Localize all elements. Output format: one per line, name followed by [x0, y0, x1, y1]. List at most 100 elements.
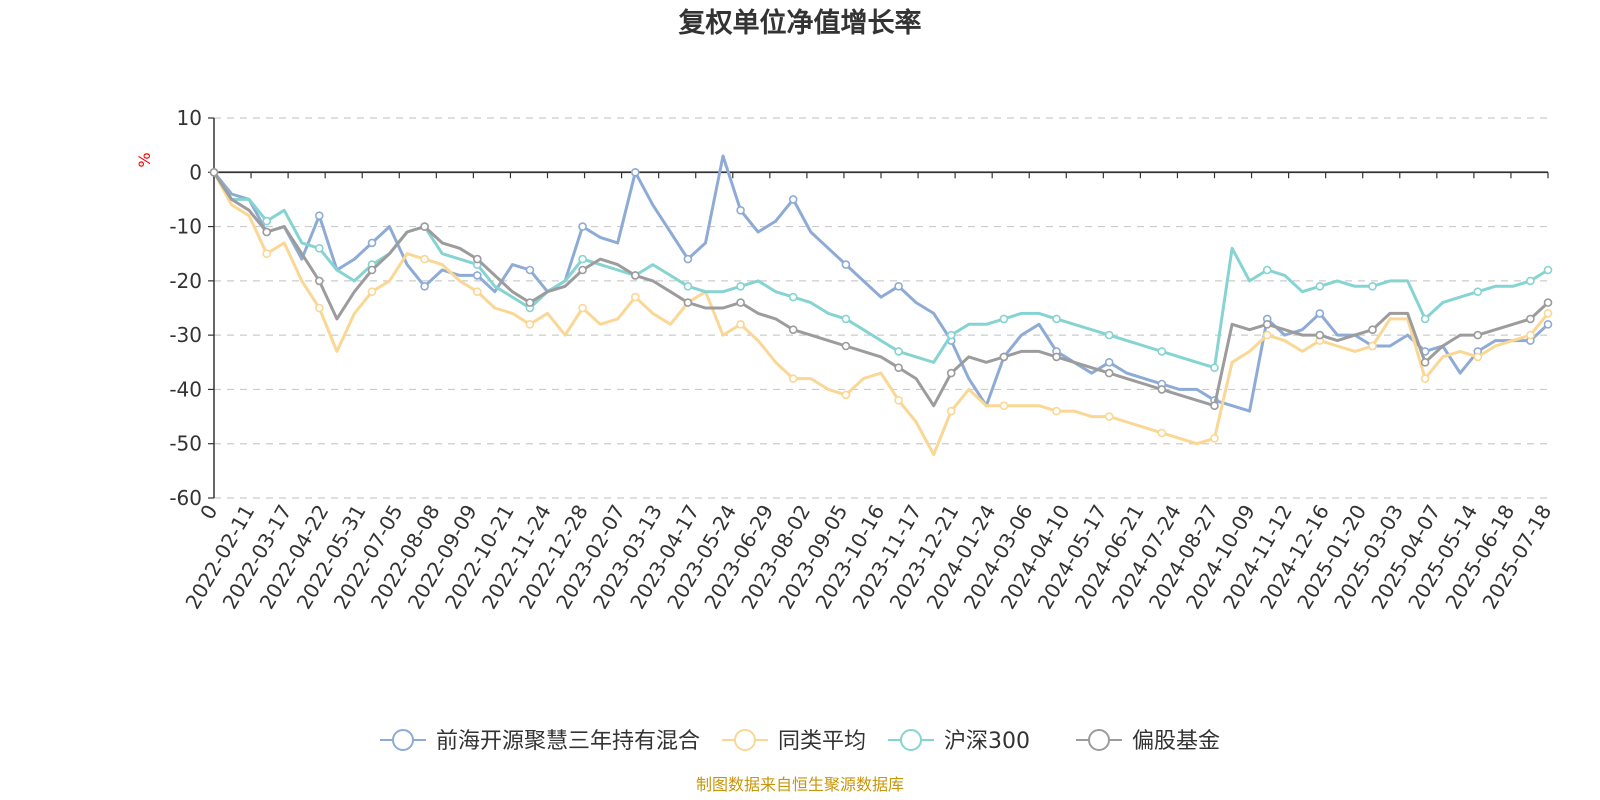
data-point [999, 401, 1009, 411]
data-point [472, 287, 482, 297]
x-tick-label: 0 [195, 501, 222, 524]
data-point [262, 227, 272, 237]
data-point [630, 292, 640, 302]
data-point [578, 265, 587, 275]
data-point [314, 303, 324, 313]
data-point [578, 222, 587, 231]
data-point [1526, 276, 1535, 286]
data-point [209, 168, 219, 177]
data-point [525, 319, 535, 329]
data-point [894, 395, 903, 405]
data-point [1157, 428, 1167, 438]
legend-item[interactable]: 前海开源聚慧三年持有混合 [380, 729, 700, 754]
data-point [736, 281, 745, 291]
data-point [841, 390, 851, 400]
data-point [578, 254, 587, 264]
data-point [1262, 265, 1272, 275]
data-point [1210, 401, 1219, 411]
y-tick-label: -40 [169, 377, 202, 401]
legend-item[interactable]: 沪深300 [888, 729, 1030, 754]
data-point [472, 271, 482, 280]
data-point [1315, 330, 1325, 340]
data-point [630, 271, 640, 280]
y-tick-label: 10 [177, 106, 202, 130]
series-lines [209, 154, 1553, 457]
data-point [525, 265, 535, 275]
data-point [736, 298, 745, 307]
data-point [1368, 281, 1377, 291]
data-point [1104, 357, 1114, 367]
legend-circle-icon [1088, 729, 1110, 751]
data-point [472, 254, 482, 264]
data-point [367, 265, 377, 275]
data-point [1368, 341, 1377, 351]
data-point [841, 260, 851, 269]
y-tick-labels: 10 0 -10 -20 -30 -40 -50 -60 [169, 106, 202, 510]
y-tick-label: -30 [169, 323, 202, 347]
data-point [1104, 368, 1114, 378]
data-point [946, 330, 956, 340]
data-point [894, 363, 903, 373]
data-point [1473, 352, 1483, 362]
data-point [894, 281, 903, 291]
data-point [1543, 265, 1553, 275]
legend-label: 前海开源聚慧三年持有混合 [436, 729, 700, 754]
data-point [683, 281, 693, 291]
legend-label: 沪深300 [944, 729, 1030, 754]
data-point [1368, 325, 1377, 335]
data-point [1052, 352, 1061, 362]
chart-title: 复权单位净值增长率 [679, 7, 922, 39]
legend-circle-icon [900, 729, 922, 751]
data-point [1262, 319, 1272, 329]
data-point [1420, 314, 1430, 324]
data-point [1420, 374, 1430, 383]
data-point [788, 325, 798, 335]
legend-item[interactable]: 偏股基金 [1076, 729, 1220, 754]
data-point [1262, 330, 1272, 340]
legend: 前海开源聚慧三年持有混合 同类平均 沪深300 偏股基金 [380, 729, 1220, 754]
x-tick-labels: 02022-02-112022-03-172022-04-222022-05-3… [180, 501, 1556, 614]
data-point [1210, 433, 1219, 443]
data-point [525, 298, 535, 307]
y-tick-label: 0 [189, 160, 202, 184]
y-axis-unit-label: % [135, 152, 154, 167]
data-point [420, 222, 429, 231]
y-tick-label: -60 [169, 486, 202, 510]
data-point [367, 238, 377, 248]
data-point [841, 314, 851, 324]
data-point [841, 341, 851, 351]
data-point [1157, 347, 1167, 356]
data-point [262, 216, 272, 226]
data-point [314, 211, 324, 220]
data-point [578, 303, 587, 313]
data-point [1315, 309, 1325, 318]
legend-item[interactable]: 同类平均 [722, 729, 866, 754]
series-line [212, 171, 1549, 370]
axes [208, 117, 1549, 499]
series-line [212, 171, 1550, 408]
data-point [1157, 385, 1167, 394]
legend-label: 偏股基金 [1132, 729, 1220, 754]
legend-circle-icon [734, 729, 756, 751]
grid-lines [214, 117, 1548, 499]
data-point [1473, 330, 1483, 340]
data-point [999, 314, 1009, 324]
legend-label: 同类平均 [778, 729, 866, 754]
data-point [367, 287, 377, 297]
series-1 [209, 168, 1553, 457]
data-point [1104, 412, 1114, 421]
data-point [683, 298, 693, 307]
data-point [262, 249, 272, 258]
data-point [1104, 330, 1114, 340]
legend-circle-icon [392, 729, 414, 751]
data-point [1210, 363, 1219, 373]
data-point [946, 406, 956, 416]
data-point [736, 319, 745, 329]
data-point [1543, 309, 1553, 318]
data-point [788, 195, 798, 204]
data-point [894, 347, 903, 356]
data-point [788, 292, 798, 302]
data-point [1473, 287, 1483, 297]
data-point [1543, 298, 1553, 307]
